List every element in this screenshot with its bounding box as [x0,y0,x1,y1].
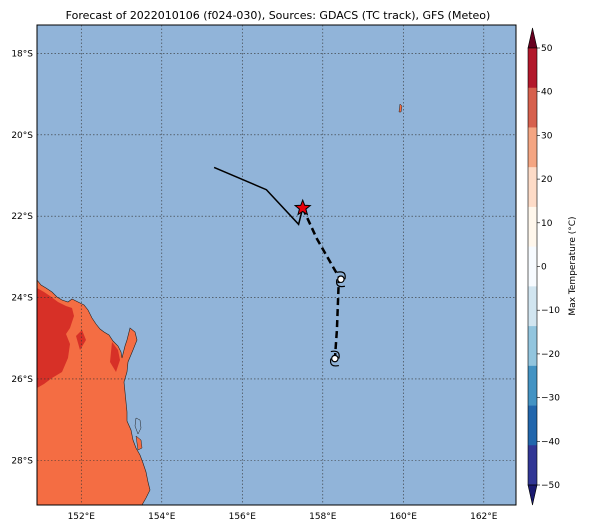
small-island [135,435,143,451]
lat-tick-label: 28°S [11,456,33,466]
lon-tick-label: 160°E [390,512,418,522]
land-warm-zone [37,288,74,388]
colorbar-tick-label: −30 [541,394,560,404]
colorbar: 50 40 30 20 10 0 −10 −20 −30 −40 −50 [527,27,560,506]
colorbar-segment [528,48,537,89]
colorbar-segment [528,286,537,327]
cyclone-symbol-icon [335,271,346,288]
colorbar-label: Max Temperature (°C) [568,216,578,316]
colorbar-segment [528,445,537,486]
colorbar-tick-label: 20 [541,175,553,185]
lat-tick-label: 20°S [11,131,33,141]
lon-tick-label: 154°E [148,512,176,522]
colorbar-extend-top [527,27,538,49]
colorbar-tick-label: −20 [541,350,560,360]
figure-title: Forecast of 2022010106 (f024-030), Sourc… [65,9,491,22]
land-warm-patch [110,342,120,372]
colorbar-segment [528,246,537,287]
past-track-line [213,166,304,226]
map-tick-labels: 152°E 154°E 156°E 158°E 160°E 162°E 18°S 20°S 22… [11,49,497,522]
lat-tick-label: 22°S [11,212,33,222]
colorbar-segment [528,326,537,367]
colorbar-tick-label: 50 [541,44,553,54]
colorbar-segment [528,127,537,168]
colorbar-segment [528,206,537,247]
map-gridlines [37,25,516,505]
colorbar-segment [528,365,537,406]
colorbar-segment [528,87,537,128]
forecast-markers [329,271,346,367]
colorbar-tick-label: 10 [541,219,553,229]
colorbar-extend-bottom [527,484,538,506]
map-frame [36,24,517,506]
colorbar-segment [528,167,537,208]
lon-tick-label: 158°E [309,512,337,522]
lon-tick-label: 152°E [68,512,96,522]
small-island [398,103,403,113]
lon-tick-label: 156°E [229,512,257,522]
lat-tick-label: 26°S [11,375,33,385]
colorbar-tick-label: −50 [541,481,560,491]
colorbar-tick-label: 40 [541,88,553,98]
colorbar-tick-label: −10 [541,306,560,316]
colorbar-segment [528,405,537,446]
current-position-star-icon [293,198,312,216]
colorbar-tick-label: −40 [541,437,560,447]
lon-tick-label: 162°E [470,512,498,522]
lat-tick-label: 24°S [11,294,33,304]
small-island [134,417,142,435]
colorbar-tick-label: 30 [541,131,553,141]
lat-tick-label: 18°S [11,49,33,59]
colorbar-tick-label: 0 [541,263,547,273]
cyclone-symbol-icon [329,350,340,367]
